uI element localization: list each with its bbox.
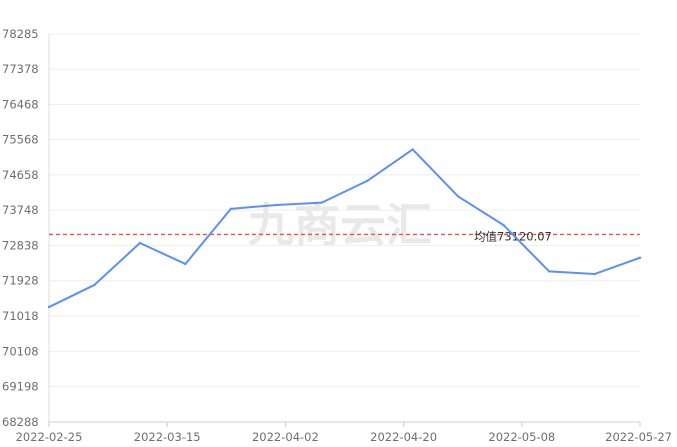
series-line [48, 148, 641, 308]
y-tick-label: 74658 [2, 168, 39, 182]
x-tick-label: 2022-04-20 [370, 430, 437, 444]
data-point [47, 305, 51, 309]
y-tick-label: 71928 [2, 274, 39, 288]
grid-lines [49, 33, 640, 388]
data-point [229, 207, 233, 211]
data-point [638, 256, 642, 259]
data-point [320, 201, 323, 204]
x-tick-label: 2022-05-27 [605, 430, 672, 444]
series-group [47, 148, 642, 309]
data-point [547, 270, 551, 273]
data-point [138, 241, 142, 245]
data-point [411, 148, 414, 151]
data-point [366, 179, 369, 183]
y-tick-label: 68288 [2, 415, 39, 429]
y-tick-label: 77378 [2, 62, 39, 76]
y-tick-label: 72838 [2, 238, 39, 252]
data-point [93, 283, 96, 287]
data-point [456, 195, 460, 198]
average-label: 均值73120.07 [474, 229, 552, 243]
y-tick-label: 70108 [2, 344, 39, 358]
y-tick-label: 75568 [2, 132, 39, 146]
y-tick-label: 76468 [2, 98, 39, 112]
watermark-text: 九商云汇 [248, 198, 432, 252]
data-point [593, 272, 596, 276]
y-tick-label: 78285 [2, 27, 39, 41]
data-point [275, 203, 278, 207]
y-tick-label: 71018 [2, 309, 39, 323]
axes: 68288 69198 70108 71018 71928 72838 73748 74658… [2, 27, 672, 444]
x-tick-label: 2022-03-15 [134, 430, 201, 444]
average-line-group: 均值73120.07 [49, 229, 640, 243]
x-tick-label: 2022-04-02 [252, 430, 319, 444]
data-point [184, 262, 187, 266]
x-tick-label: 2022-02-25 [16, 430, 83, 444]
y-tick-label: 69198 [2, 380, 39, 394]
x-tick-label: 2022-05-08 [488, 430, 555, 444]
y-tick-label: 73748 [2, 203, 39, 217]
data-point [502, 223, 505, 227]
